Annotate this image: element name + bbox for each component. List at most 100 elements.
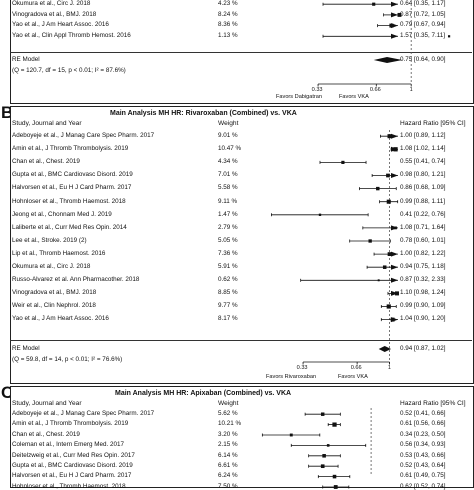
ci-value: 0.87 [0.32, 2.33] <box>400 276 446 284</box>
weight-value: 0.62 % <box>218 276 238 284</box>
weight-value: 10.21 % <box>218 420 242 428</box>
ci-value: 0.62 [0.52, 0.74] <box>400 482 446 490</box>
summary-diamond <box>373 57 403 63</box>
study-label: Gupta et al., BMC Cardiovasc Disord. 201… <box>12 171 133 179</box>
panel-b-model-label: RE Model <box>12 345 40 352</box>
ci-value: 0.98 [0.80, 1.21] <box>400 171 446 179</box>
point-estimate <box>393 147 398 152</box>
study-label: Chan et al., Chest. 2019 <box>12 158 80 166</box>
panel-b-favors-right: Favors VKA <box>338 374 368 380</box>
study-label: Deitelzweig et al., Curr Med Res Opin. 2… <box>12 451 135 459</box>
weight-value: 5.62 % <box>218 410 238 417</box>
panel-a-model-label: RE Model <box>12 56 40 63</box>
point-estimate <box>372 2 376 6</box>
weight-value: 3.20 % <box>218 430 238 438</box>
panel-b-model-ci: 0.94 [0.87, 1.02] <box>400 345 446 352</box>
ci-arrow-right <box>391 173 398 178</box>
weight-value: 5.05 % <box>218 236 238 244</box>
panel-b-favors-left: Favors Rivaroxaban <box>266 374 317 380</box>
study-label: Yao et al., Clin Appl Thromb Hemost. 201… <box>12 32 131 40</box>
study-label: Halvorsen et al., Eu H J Card Pharm. 201… <box>12 472 132 480</box>
study-label: Gupta et al., BMC Cardiovasc Disord. 201… <box>12 462 133 469</box>
study-label: Lip et al., Thromb Haemost. 2016 <box>12 249 106 257</box>
panel-c-title: Main Analysis MH HR: Apixaban (Combined)… <box>115 390 292 397</box>
panel-b-col-weight: Weight <box>218 120 239 127</box>
study-label: Yao et al., J Am Heart Assoc. 2016 <box>12 21 109 29</box>
weight-value: 6.24 % <box>218 472 238 480</box>
point-estimate <box>322 454 326 458</box>
weight-value: 6.61 % <box>218 462 238 469</box>
ci-arrow-right <box>391 12 398 18</box>
weight-value: 1.47 % <box>218 210 238 218</box>
ci-value: 0.61 [0.49, 0.75] <box>400 472 446 480</box>
ci-value: 0.86 [0.68, 1.09] <box>400 184 446 192</box>
study-label: Hohnloser et al., Thromb Haemost. 2018 <box>12 482 126 490</box>
study-label: Adeboyeje et al., J Manag Care Spec Phar… <box>12 132 155 139</box>
weight-value: 7.36 % <box>218 249 238 257</box>
ci-arrow-right <box>391 33 398 39</box>
ci-arrow-right <box>391 133 398 139</box>
point-estimate <box>341 160 345 164</box>
weight-value: 7.50 % <box>218 482 238 490</box>
weight-value: 1.13 % <box>218 32 238 40</box>
panel-b: B Main Analysis MH HR: Rivaroxaban (Comb… <box>0 103 474 384</box>
study-label: Weir et al., Clin Nephrol. 2018 <box>12 302 96 310</box>
ci-value: 1.00 [0.82, 1.22] <box>400 249 446 257</box>
ci-value: 1.00 [0.89, 1.12] <box>400 132 446 139</box>
weight-value: 9.11 % <box>218 197 238 205</box>
ci-value: 0.64 [0.35, 1.17] <box>400 0 446 7</box>
weight-value: 5.91 % <box>218 263 238 270</box>
x-tick-label: 1 <box>387 365 392 371</box>
weight-value: 6.14 % <box>218 451 238 459</box>
panel-a-favors-left: Favors Dabigatran <box>276 94 323 100</box>
ci-arrow-right <box>391 251 398 257</box>
study-label: Okumura et al., Circ J. 2018 <box>12 0 91 7</box>
point-estimate <box>320 464 325 469</box>
weight-value: 8.85 % <box>218 289 238 297</box>
ci-value: 0.79 [0.67, 0.94] <box>400 21 446 29</box>
study-label: Jeong et al., Chonnam Med J. 2019 <box>12 210 112 218</box>
panel-b-plot <box>271 130 399 365</box>
panel-b-col-ci: Hazard Ratio [95% CI] <box>400 120 466 127</box>
point-estimate <box>333 485 338 489</box>
ci-value: 1.57 [0.35, 7.11] <box>400 32 446 40</box>
panel-b-model-stats: (Q = 59.8, df = 14, p < 0.01; I² = 76.6%… <box>12 356 123 363</box>
ci-arrow-right <box>391 1 398 7</box>
point-estimate <box>376 186 380 191</box>
panel-a-model-stats: (Q = 120.7, df = 15, p < 0.01; I² = 87.6… <box>12 67 126 74</box>
study-label: Amin et al., J Thromb Thrombolysis. 2019 <box>12 145 129 153</box>
point-estimate <box>397 12 402 17</box>
panel-c: C Main Analysis MH HR: Apixaban (Combine… <box>0 383 474 490</box>
point-estimate <box>390 317 395 322</box>
panel-b-col-study: Study, Journal and Year <box>12 120 82 127</box>
ci-arrow-right <box>391 290 398 296</box>
study-label: Hohnloser et al., Thromb Haemost. 2018 <box>12 197 126 205</box>
weight-value: 2.79 % <box>218 223 238 231</box>
point-estimate <box>332 422 337 427</box>
point-estimate <box>377 279 380 282</box>
weight-value: 8.36 % <box>218 21 238 29</box>
point-estimate <box>382 265 387 269</box>
ci-value: 0.56 [0.34, 0.93] <box>400 441 446 449</box>
study-label: Adeboyeje et al., J Manag Care Spec Phar… <box>12 410 155 417</box>
panel-b-divider <box>10 340 472 341</box>
weight-value: 4.23 % <box>218 0 238 7</box>
point-estimate <box>394 226 397 230</box>
panel-b-title: Main Analysis MH HR: Rivaroxaban (Combin… <box>110 110 297 117</box>
point-estimate <box>387 252 392 256</box>
point-estimate <box>289 433 293 437</box>
ci-value: 0.41 [0.22, 0.76] <box>400 210 446 218</box>
ci-value: 0.94 [0.75, 1.18] <box>400 263 446 270</box>
study-label: Lee et al., Stroke. 2019 (2) <box>12 236 87 244</box>
weight-value: 9.77 % <box>218 302 238 310</box>
ci-arrow-right <box>391 277 398 283</box>
point-estimate <box>389 23 394 28</box>
weight-value: 8.24 % <box>218 10 238 18</box>
weight-value: 4.34 % <box>218 158 238 166</box>
ci-value: 0.55 [0.41, 0.74] <box>400 158 446 166</box>
ci-value: 0.52 [0.43, 0.64] <box>400 462 446 469</box>
panel-a-divider <box>10 52 472 53</box>
study-label: Chan et al., Chest. 2019 <box>12 430 80 438</box>
ci-value: 0.61 [0.56, 0.66] <box>400 420 446 428</box>
ci-value: 1.08 [1.02, 1.14] <box>400 145 446 153</box>
